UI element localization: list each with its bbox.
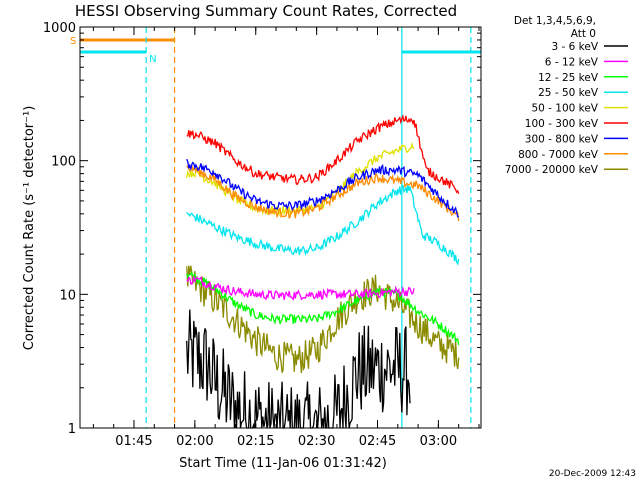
x-tick-label: 02:15 — [237, 434, 274, 449]
footer-date: 20-Dec-2009 12:43 — [549, 469, 636, 479]
legend-entry-label: 6 - 12 keV — [545, 56, 599, 68]
legend-entry-label: 7000 - 20000 keV — [505, 164, 599, 176]
x-axis: 01:45 02:00 02:15 02:30 02:45 03:00 — [92, 27, 480, 449]
legend-entry-label: 50 - 100 keV — [531, 103, 598, 115]
legend-entry-label: 12 - 25 keV — [538, 72, 599, 84]
series-line — [186, 164, 460, 222]
y-tick-label: 1 — [68, 422, 76, 437]
x-axis-label: Start Time (11-Jan-06 01:31:42) — [179, 456, 387, 471]
x-tick-label: 02:30 — [298, 434, 335, 449]
legend-header: Att 0 — [571, 28, 596, 40]
series-line — [186, 265, 460, 374]
x-tick-label: 01:45 — [115, 434, 152, 449]
legend: Det 1,3,4,5,6,9,Att 03 - 6 keV 6 - 12 keV… — [505, 15, 628, 176]
state-label: N — [149, 54, 156, 65]
legend-entry-label: 100 - 300 keV — [525, 118, 599, 130]
series-line — [186, 158, 460, 218]
y-axis: 1 10 100 1000 — [43, 21, 481, 437]
x-tick-label: 03:00 — [420, 434, 457, 449]
legend-entry-label: 25 - 50 keV — [538, 87, 599, 99]
legend-entry-label: 800 - 7000 keV — [518, 149, 599, 161]
chart-title: HESSI Observing Summary Count Rates, Cor… — [75, 2, 457, 20]
series-line — [186, 271, 460, 346]
x-tick-label: 02:45 — [359, 434, 396, 449]
annotations: SN — [70, 27, 481, 428]
series-line — [186, 276, 415, 301]
series-line — [186, 141, 415, 217]
y-tick-label: 100 — [51, 155, 76, 170]
state-label: S — [70, 36, 76, 47]
legend-entry-label: 300 - 800 keV — [525, 133, 599, 145]
legend-header: Det 1,3,4,5,6,9, — [514, 15, 596, 27]
x-tick-label: 02:00 — [176, 434, 213, 449]
legend-entry-label: 3 - 6 keV — [551, 41, 598, 53]
plot-frame — [79, 26, 482, 429]
series-line — [186, 184, 460, 266]
y-tick-label: 1000 — [43, 21, 76, 36]
series-line — [186, 114, 460, 195]
y-axis-label: Corrected Count Rate (s⁻¹ detector⁻¹) — [22, 106, 37, 351]
y-tick-label: 10 — [59, 288, 76, 303]
